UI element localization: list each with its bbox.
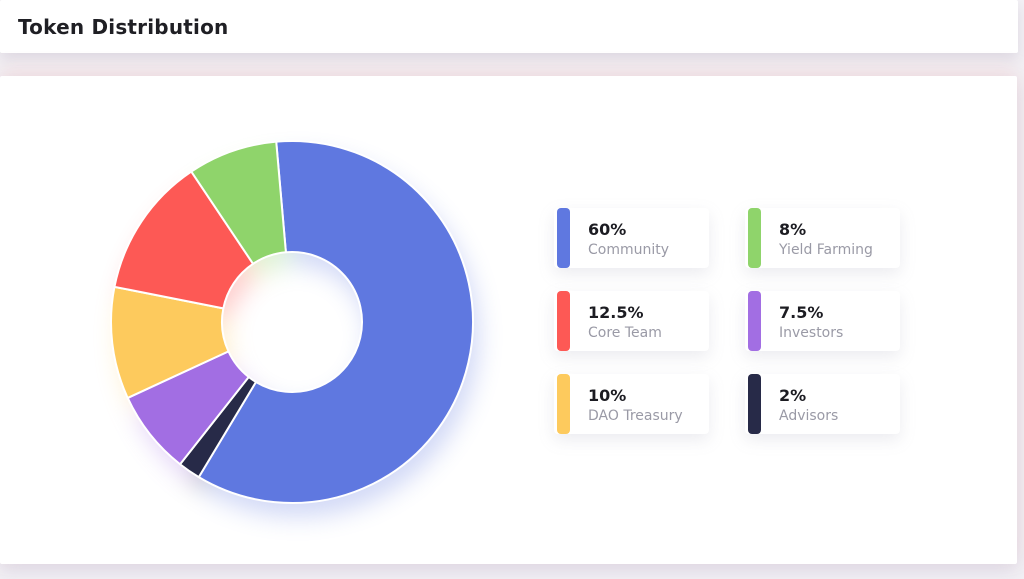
legend-label: Advisors: [779, 408, 839, 424]
legend-item-community: 60% Community: [554, 208, 709, 268]
legend-value: 60%: [588, 220, 627, 239]
legend-item-advisors: 2% Advisors: [745, 374, 900, 434]
pie-slice-yield-farming: [190, 140, 287, 265]
legend-swatch: [748, 208, 761, 268]
legend-item-yield-farming: 8% Yield Farming: [745, 208, 900, 268]
header-bar: Token Distribution: [0, 0, 1018, 53]
legend-swatch: [557, 374, 570, 434]
legend-item-dao-treasury: 10% DAO Treasury: [554, 374, 709, 434]
legend-swatch: [748, 291, 761, 351]
legend-label: Community: [588, 242, 670, 258]
legend-swatch: [748, 374, 761, 434]
legend-value: 12.5%: [588, 303, 644, 322]
legend-item-core-team: 12.5% Core Team: [554, 291, 709, 351]
legend-label: Yield Farming: [779, 242, 873, 258]
legend-item-investors: 7.5% Investors: [745, 291, 900, 351]
legend-swatch: [557, 291, 570, 351]
legend-value: 8%: [779, 220, 807, 239]
pie-slice-community: [197, 140, 474, 504]
legend-label: DAO Treasury: [588, 408, 683, 424]
legend-label: Core Team: [588, 325, 662, 341]
page-title: Token Distribution: [18, 15, 229, 39]
legend-value: 7.5%: [779, 303, 824, 322]
pie-slice-core-team: [113, 170, 255, 310]
legend-label: Investors: [779, 325, 844, 341]
legend-swatch: [557, 208, 570, 268]
legend-value: 10%: [588, 386, 627, 405]
legend-value: 2%: [779, 386, 807, 405]
